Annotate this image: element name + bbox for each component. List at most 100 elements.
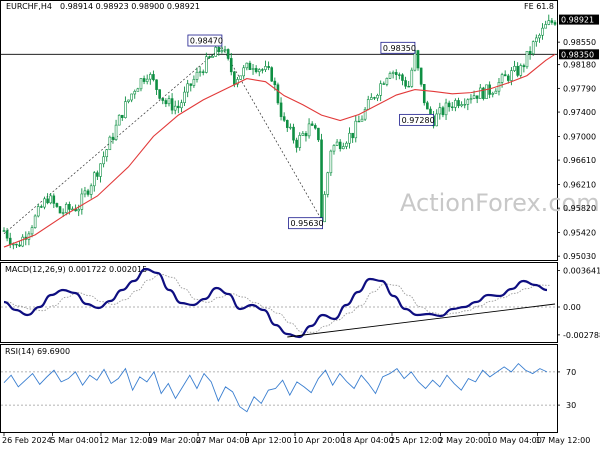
time-tick-label: 5 Mar 04:00 bbox=[51, 436, 99, 445]
candle-body bbox=[192, 79, 196, 86]
candle-body bbox=[40, 206, 43, 208]
candle-body bbox=[304, 133, 308, 137]
candle-body bbox=[410, 69, 414, 87]
candle-body bbox=[46, 198, 49, 204]
candle-body bbox=[61, 212, 65, 214]
price-tick-label: 0.98550 bbox=[563, 38, 596, 47]
candle-body bbox=[544, 24, 547, 29]
candle-body bbox=[298, 135, 302, 148]
candle-body bbox=[391, 72, 395, 74]
candle-body bbox=[525, 51, 529, 68]
candle-body bbox=[550, 20, 554, 23]
candle-body bbox=[21, 236, 24, 247]
candle-body bbox=[242, 67, 246, 77]
candle-body bbox=[114, 124, 118, 140]
candle-body bbox=[208, 56, 211, 58]
macd-panel-frame bbox=[0, 262, 558, 343]
candle-body bbox=[183, 91, 186, 104]
candle-body bbox=[33, 215, 37, 229]
candle-body bbox=[142, 78, 146, 82]
price-annotation-box bbox=[399, 113, 434, 126]
candle-body bbox=[394, 72, 398, 76]
candle-body bbox=[261, 69, 264, 71]
candle-body bbox=[145, 78, 149, 82]
candle-body bbox=[264, 66, 267, 70]
candle-body bbox=[401, 74, 404, 81]
candle-body bbox=[363, 109, 367, 120]
candle-body bbox=[531, 41, 535, 55]
candle-body bbox=[273, 80, 277, 86]
rsi-line bbox=[3, 362, 548, 413]
candle-body bbox=[482, 87, 485, 99]
candle-body bbox=[96, 172, 99, 177]
macd-tick-label: 0.003641 bbox=[563, 267, 600, 276]
current-price-box bbox=[559, 14, 599, 25]
candle-body bbox=[447, 102, 451, 108]
candle-body bbox=[348, 132, 351, 144]
candle-body bbox=[338, 141, 342, 150]
candle-body bbox=[478, 87, 482, 99]
candle-body bbox=[503, 74, 507, 77]
time-tick-label: 10 Apr 20:00 bbox=[293, 436, 345, 445]
time-tick-label: 19 Mar 20:00 bbox=[148, 436, 201, 445]
price-tick-label: 0.97790 bbox=[563, 84, 596, 93]
candle-body bbox=[463, 104, 467, 106]
candle-body bbox=[52, 195, 56, 204]
candle-body bbox=[292, 126, 295, 141]
candle-body bbox=[301, 133, 305, 136]
candle-body bbox=[229, 58, 233, 73]
candle-body bbox=[522, 65, 526, 68]
candle-body bbox=[510, 70, 513, 81]
candle-body bbox=[407, 85, 410, 88]
price-panel-frame bbox=[0, 0, 558, 261]
candle-body bbox=[351, 132, 354, 139]
candle-body bbox=[507, 75, 510, 81]
current-price-label: 0.98921 bbox=[561, 16, 594, 25]
candle-body bbox=[161, 98, 165, 101]
candle-body bbox=[127, 99, 130, 102]
candle-body bbox=[251, 68, 255, 70]
macd-signal-line bbox=[6, 273, 551, 333]
candle-body bbox=[466, 99, 470, 105]
macd-tick-label: -0.002788 bbox=[563, 331, 600, 340]
price-tick-label: 0.95420 bbox=[563, 228, 596, 237]
level-price-box bbox=[559, 49, 599, 60]
time-tick-label: 18 Apr 04:00 bbox=[342, 436, 394, 445]
trend-line-1 bbox=[221, 46, 322, 220]
price-tick-label: 0.95820 bbox=[563, 204, 596, 213]
candle-body bbox=[422, 84, 426, 104]
candle-body bbox=[236, 79, 239, 85]
candle-body bbox=[124, 101, 127, 118]
candle-body bbox=[30, 227, 34, 235]
candle-body bbox=[485, 84, 488, 99]
candle-body bbox=[398, 74, 401, 76]
candle-body bbox=[307, 123, 311, 137]
candle-body bbox=[497, 82, 501, 92]
candle-body bbox=[332, 145, 336, 152]
candle-body bbox=[77, 209, 81, 212]
candle-body bbox=[111, 136, 115, 140]
candle-body bbox=[388, 73, 392, 79]
candle-body bbox=[226, 49, 230, 59]
candle-body bbox=[245, 62, 249, 69]
fe-label: FE 61.8 bbox=[524, 2, 554, 11]
candle-body bbox=[211, 56, 214, 58]
candle-body bbox=[64, 203, 68, 213]
candle-body bbox=[373, 97, 376, 99]
price-tick-label: 0.96210 bbox=[563, 180, 596, 189]
candle-body bbox=[239, 75, 242, 80]
candle-body bbox=[186, 83, 189, 93]
rsi-tick-label: 30 bbox=[566, 401, 576, 410]
level-price-label: 0.98350 bbox=[561, 50, 594, 59]
candle-body bbox=[345, 142, 348, 147]
candle-body bbox=[285, 120, 289, 128]
watermark: ActionForex.com bbox=[400, 189, 600, 217]
price-tick-label: 0.97400 bbox=[563, 108, 596, 117]
candle-body bbox=[18, 244, 21, 247]
candle-body bbox=[86, 190, 90, 195]
candle-body bbox=[357, 120, 361, 123]
candle-body bbox=[68, 203, 71, 210]
candle-body bbox=[167, 98, 171, 105]
candle-body bbox=[472, 95, 476, 99]
candle-body bbox=[130, 93, 133, 101]
